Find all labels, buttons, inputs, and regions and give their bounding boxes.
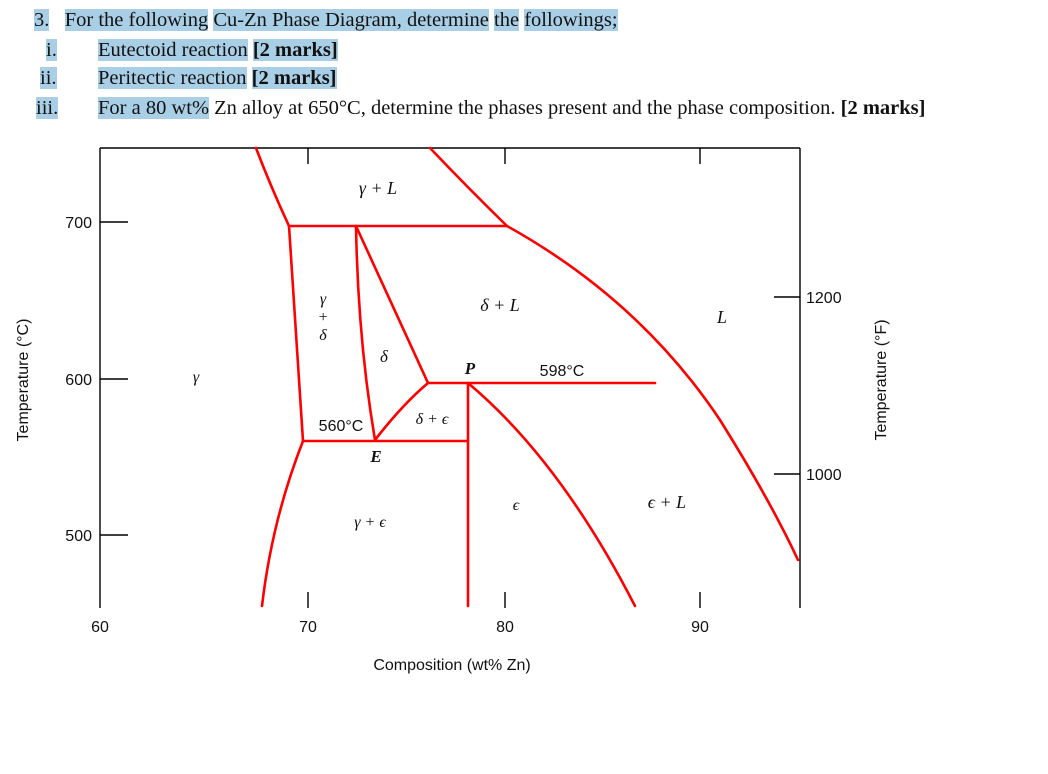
item-1-number: i. [46,39,57,61]
label-delta-vertical: δ [319,327,327,344]
delta-eps-boundary [373,381,430,442]
question-prompt-d: followings; [524,9,618,31]
label-gamma-L: γ + L [359,178,397,198]
gamma-liquidus [254,146,291,228]
label-delta-L: δ + L [480,295,520,315]
label-598C: 598°C [540,363,585,380]
label-P: P [464,359,476,378]
item-3: iii. [36,96,59,120]
y-tick-1200: 1200 [806,290,842,307]
delta-gamma-boundary [354,224,377,442]
question-number: 3. [34,9,50,31]
item-3-marks: [2 marks] [840,97,926,119]
x-axis-label: Composition (wt% Zn) [373,657,530,674]
item-2: ii. [40,66,57,90]
label-plus-vertical: + [318,309,329,326]
y-axis-label-right: Temperature (°F) [873,319,890,440]
label-560C: 560°C [319,418,364,435]
delta-L-liquidus-upper [428,146,509,228]
item-2-body: Peritectic reaction [2 marks] [98,66,337,90]
item-2-text: Peritectic reaction [98,67,247,89]
label-eps: ϵ [513,497,520,514]
delta-L-boundary [354,224,430,385]
item-3-text: Zn alloy at 650°C, determine the phases … [209,97,836,119]
x-tick-60: 60 [91,619,109,636]
phase-boundaries [254,146,800,608]
item-3-text-highlight: For a 80 wt% [98,97,210,119]
label-gamma: γ [193,369,200,386]
x-tick-70: 70 [299,619,317,636]
eps-solvus [466,381,637,608]
item-2-number: ii. [40,67,57,89]
question-prompt-c: the [494,9,520,31]
item-3-number: iii. [36,97,59,119]
label-eps-L: ϵ + L [648,492,686,512]
liquidus-main [505,224,800,562]
label-E: E [369,447,381,466]
y-tick-600: 600 [65,372,92,389]
question-prompt-b: Cu-Zn Phase Diagram, determine [213,9,489,31]
y-axis-label-left: Temperature (°C) [15,319,32,442]
item-2-marks: [2 marks] [251,67,337,89]
y-tick-1000: 1000 [806,467,842,484]
label-delta-eps: δ + ϵ [416,411,449,428]
item-1-body: Eutectoid reaction [2 marks] [98,38,338,62]
label-gamma-vertical-1: γ [320,291,327,308]
item-1-marks: [2 marks] [252,39,338,61]
question-prompt-a: For the following [64,9,209,31]
item-1: i. [46,38,57,62]
label-delta: δ [380,347,389,366]
label-gamma-eps: γ + ϵ [354,514,386,531]
x-tick-80: 80 [496,619,514,636]
diagram-frame [99,147,801,608]
item-3-body: For a 80 wt% Zn alloy at 650°C, determin… [98,96,925,120]
y-tick-700: 700 [65,215,92,232]
gamma-solvus-lower [260,439,305,608]
gamma-solvus-left [287,224,305,443]
x-tick-90: 90 [691,619,709,636]
label-L: L [716,307,727,327]
y-tick-500: 500 [65,528,92,545]
question-line: 3. For the following Cu-Zn Phase Diagram… [34,8,618,32]
item-1-text: Eutectoid reaction [98,39,248,61]
